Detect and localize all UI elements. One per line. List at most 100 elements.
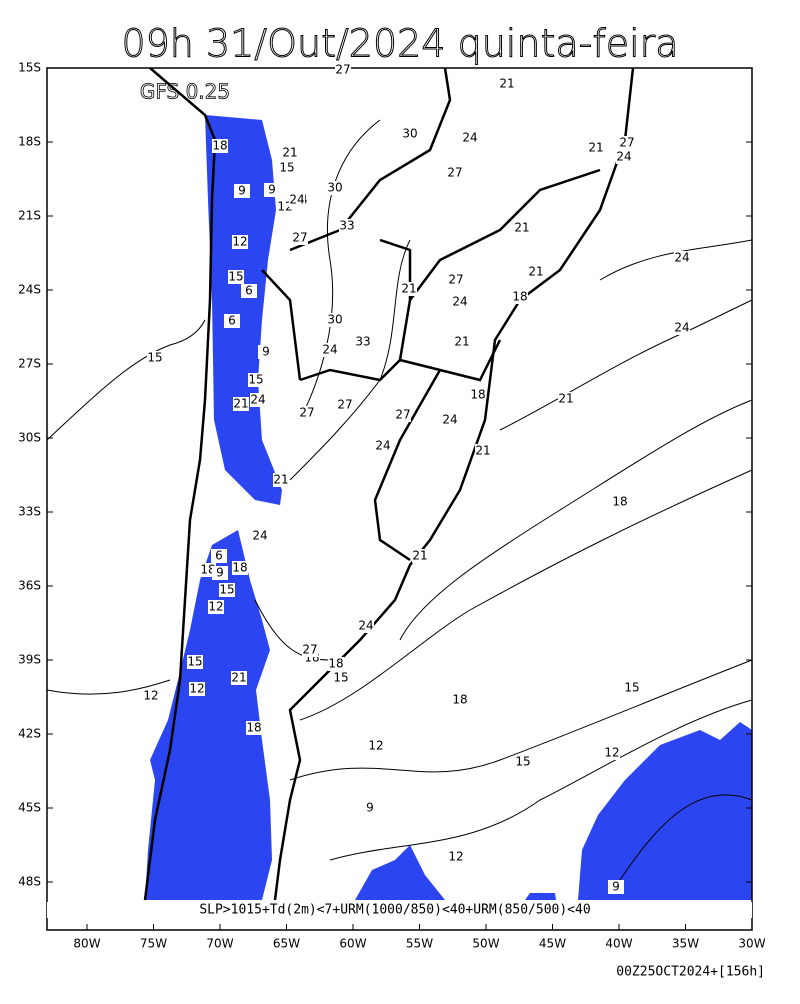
contour-label: 15 [248,373,263,387]
lat-label: 39S [18,653,41,667]
contour-label: 27 [337,398,352,412]
label-bg [447,166,463,180]
lon-label: 50W [472,937,499,951]
lon-label: 35W [672,937,699,951]
label-bg [279,161,295,175]
label-bg [499,77,515,91]
label-bg [302,643,318,657]
contour-label: 18 [246,721,261,735]
label-bg [608,880,624,894]
contour-label: 21 [412,549,427,563]
contour-label: 30 [327,181,342,195]
contour-label: 12 [208,600,223,614]
contour-label: 9 [612,880,620,894]
contour-label: 21 [231,671,246,685]
contour-label: 27 [299,406,314,420]
border [289,67,452,252]
contour-label: 27 [335,63,350,77]
label-bg [337,398,353,412]
contour-label: 33 [355,335,370,349]
contour-label: 24 [452,295,467,309]
region [205,115,282,505]
region [355,845,445,900]
contour-label: 15 [219,583,234,597]
label-bg [452,295,468,309]
contour-label: 24 [252,529,267,543]
label-bg [187,655,203,669]
contour-label: 24 [674,251,689,265]
contour [619,794,753,881]
label-bg [232,561,248,575]
contour-label: 15 [624,681,639,695]
label-bg [219,583,235,597]
label-bg [327,313,343,327]
label-bg [674,321,690,335]
contour-label: 27 [302,643,317,657]
contour [399,399,753,641]
contour-label: 12 [232,235,247,249]
contour-label: 24 [442,413,457,427]
contour-label: 6 [215,549,223,563]
label-bg [333,671,349,685]
contour-label: 24 [462,131,477,145]
contour-label: 24 [322,343,337,357]
contour [299,119,381,421]
region [578,722,752,900]
title: 09h 31/Out/2024 quinta-feira [121,22,678,66]
label-bg [211,549,227,563]
lon-label: 60W [339,937,366,951]
label-bg [248,373,264,387]
contour-label: 9 [262,345,270,359]
label-bg [233,397,249,411]
contour-label: 9 [366,801,374,815]
contour-label: 18 [200,563,215,577]
contour-label: 9 [268,183,276,197]
label-bg [558,392,574,406]
contour-label: 21 [273,473,288,487]
label-bg [234,184,250,198]
label-bg [232,235,248,249]
contour-label: 27 [292,231,307,245]
label-bg [189,682,205,696]
lon-label: 55W [406,937,433,951]
contour-label: 21 [558,392,573,406]
lon-label: 40W [605,937,632,951]
border [409,168,601,301]
contour-label: 21 [514,221,529,235]
contour-label: 24 [674,321,689,335]
contour-label: 12 [189,682,204,696]
contour-label: 24 [616,150,631,164]
contour-label: 33 [339,219,354,233]
label-bg [448,850,464,864]
label-bg [528,265,544,279]
label-bg [512,290,528,304]
label-bg [224,314,240,328]
contour-label: 15 [333,671,348,685]
lon-label: 75W [140,937,167,951]
contour-label: 12 [277,200,292,214]
contour [329,699,753,861]
contour-label: 18 [452,693,467,707]
border [399,339,502,382]
label-bg [588,141,604,155]
label-bg [368,739,384,753]
model-label: GFS 0.25 [140,80,230,104]
contour-label: 18 [512,290,527,304]
lat-label: 21S [18,209,41,223]
label-bg [442,413,458,427]
lon-label: 45W [539,937,566,951]
label-bg [231,671,247,685]
contour-label: 30 [327,313,342,327]
contour-label: 9 [216,566,224,580]
label-bg [475,444,491,458]
contour-label: 21 [233,397,248,411]
lon-label: 65W [273,937,300,951]
label-bg [250,393,266,407]
contour-label: 6 [245,284,253,298]
lon-label: 30W [738,937,765,951]
contour-label: 15 [279,161,294,175]
contour-label: 15 [187,655,202,669]
contour-label: 21 [475,444,490,458]
contour [499,299,753,431]
label-bg [299,406,315,420]
